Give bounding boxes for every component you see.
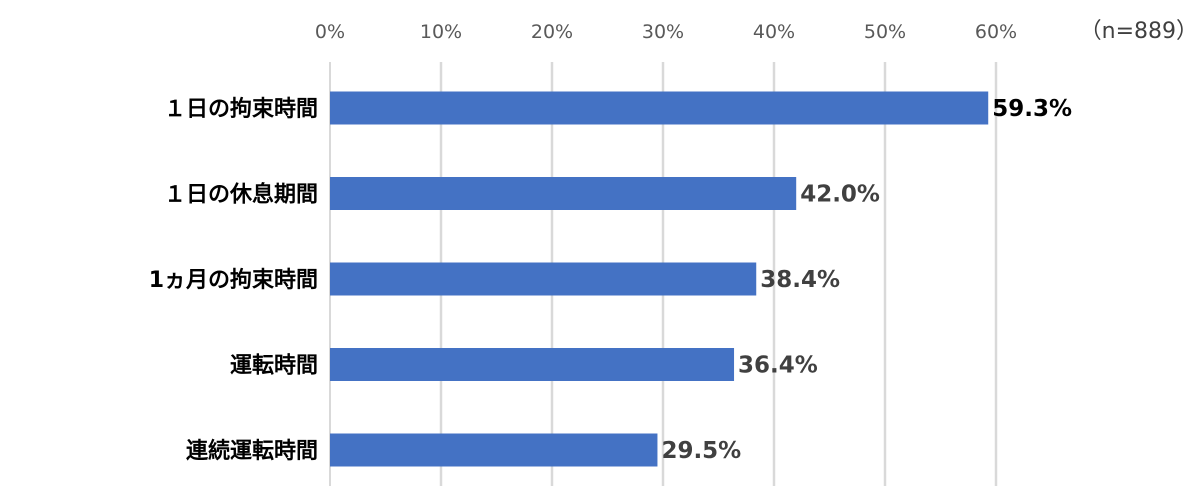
- category-label: 1ヵ月の拘束時間: [149, 267, 318, 293]
- data-label: 59.3%: [992, 96, 1072, 122]
- x-tick-label: 60%: [975, 21, 1017, 43]
- category-label: １日の休息期間: [164, 182, 318, 208]
- bar: [330, 433, 658, 467]
- bar: [330, 262, 757, 296]
- category-label: 連続運転時間: [186, 438, 318, 464]
- x-tick-label: 0%: [315, 21, 345, 43]
- x-tick-label: 40%: [753, 21, 795, 43]
- x-tick-label: 50%: [864, 21, 906, 43]
- sample-size-label: （n=889）: [1080, 19, 1198, 44]
- bars: [330, 91, 989, 467]
- data-label: 29.5%: [661, 438, 741, 464]
- data-label: 38.4%: [760, 267, 840, 293]
- data-labels: 59.3% 42.0% 38.4% 36.4% 29.5%: [661, 96, 1072, 464]
- bar: [330, 91, 989, 125]
- data-label: 36.4%: [738, 353, 818, 379]
- bar: [330, 348, 735, 381]
- x-tick-label: 10%: [420, 21, 462, 43]
- category-label: 運転時間: [230, 353, 318, 379]
- category-label: １日の拘束時間: [164, 96, 318, 122]
- data-label: 42.0%: [800, 182, 880, 208]
- x-tick-label: 30%: [642, 21, 684, 43]
- bar: [330, 177, 797, 210]
- x-axis-ticks: 0% 10% 20% 30% 40% 50% 60%: [315, 21, 1017, 43]
- x-tick-label: 20%: [531, 21, 573, 43]
